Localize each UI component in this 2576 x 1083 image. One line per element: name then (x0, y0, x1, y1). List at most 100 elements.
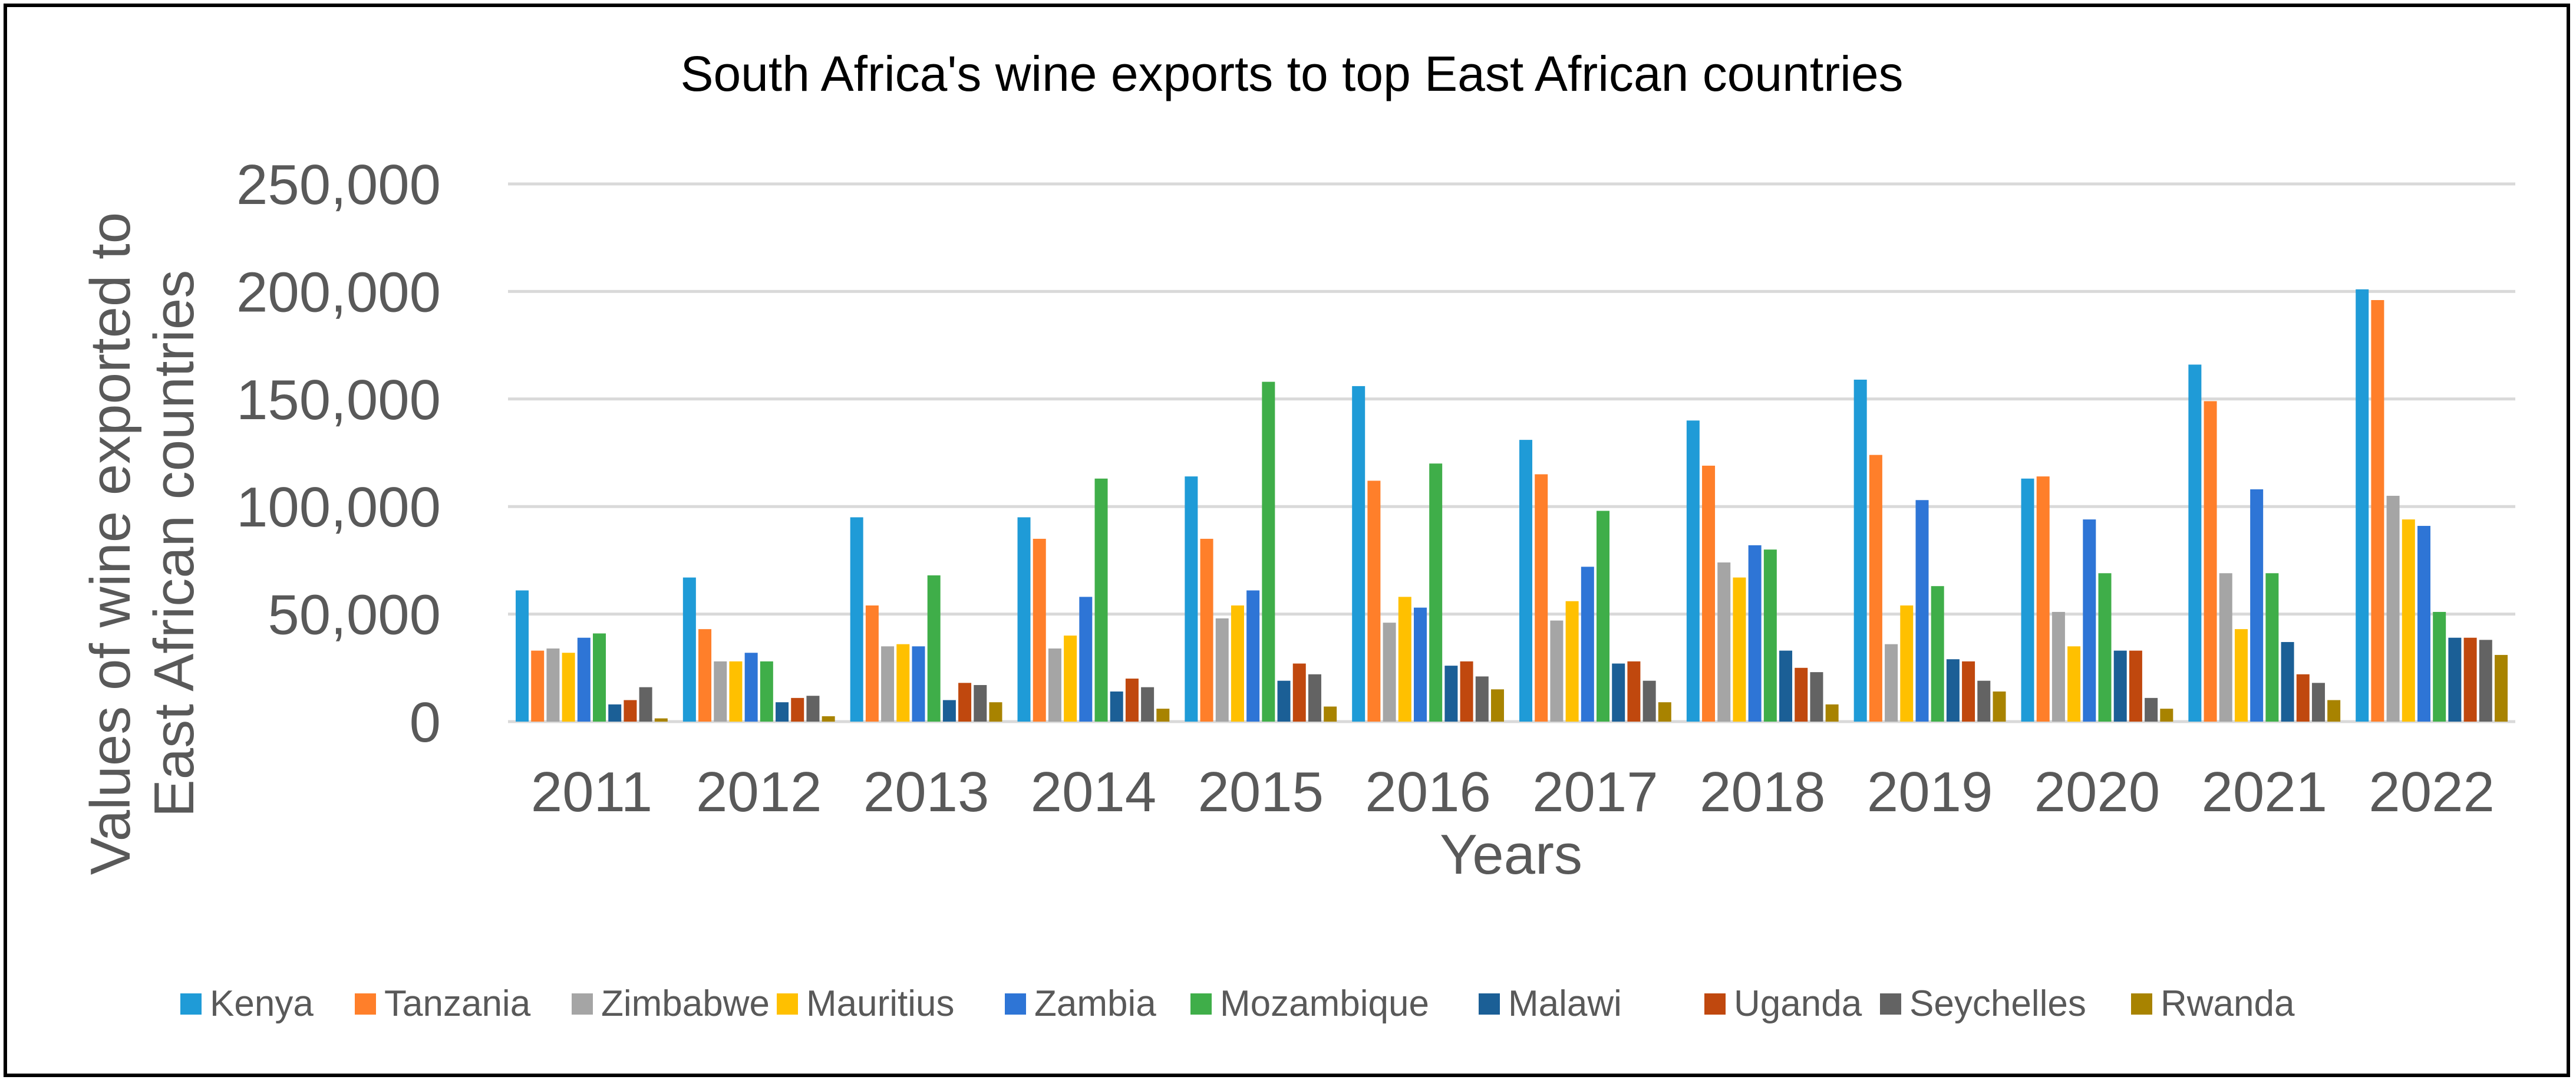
legend-swatch-kenya (180, 993, 202, 1015)
bar-mozambique-2018 (1763, 549, 1777, 722)
y-axis-ticks: 0 50,000 100,000 150,000 200,000 250,000 (236, 153, 441, 754)
bar-zimbabwe-2017 (1550, 620, 1564, 722)
bar-zimbabwe-2016 (1383, 623, 1396, 722)
x-tick-label: 2016 (1365, 761, 1491, 824)
bar-tanzania-2015 (1200, 538, 1213, 722)
x-tick-label: 2012 (696, 761, 822, 824)
legend-swatch-uganda (1704, 993, 1726, 1015)
bar-zimbabwe-2019 (1885, 644, 1898, 722)
bar-tanzania-2018 (1702, 465, 1716, 722)
bar-mozambique-2021 (2265, 573, 2279, 722)
legend-swatch-mozambique (1190, 993, 1212, 1015)
y-axis-title-line-1: Values of wine exported to (79, 212, 142, 875)
x-tick-label: 2020 (2034, 761, 2161, 824)
bar-kenya-2016 (1352, 386, 1365, 722)
bar-mozambique-2022 (2433, 611, 2446, 722)
bar-mozambique-2012 (760, 661, 773, 722)
y-tick-label: 50,000 (268, 584, 441, 647)
bar-tanzania-2013 (865, 605, 879, 722)
bar-tanzania-2017 (1535, 474, 1548, 722)
bar-tanzania-2012 (698, 629, 712, 722)
bar-seychelles-2019 (1977, 680, 1991, 722)
x-tick-label: 2019 (1867, 761, 1993, 824)
x-tick-label: 2017 (1532, 761, 1658, 824)
bar-uganda-2017 (1627, 661, 1641, 722)
legend-swatch-malawi (1479, 993, 1500, 1015)
bar-malawi-2016 (1444, 666, 1458, 722)
bar-mozambique-2019 (1931, 586, 1944, 722)
legend-swatch-zambia (1005, 993, 1026, 1015)
y-tick-label: 0 (410, 691, 441, 754)
bar-mozambique-2013 (927, 575, 941, 722)
legend-label-seychelles: Seychelles (1909, 983, 2086, 1024)
bar-malawi-2013 (942, 700, 956, 722)
legend-swatch-rwanda (2131, 993, 2152, 1015)
gridlines (508, 182, 2515, 723)
bar-zambia-2012 (744, 653, 758, 722)
bar-seychelles-2012 (806, 696, 820, 722)
x-tick-label: 2014 (1031, 761, 1157, 824)
bar-kenya-2021 (2188, 364, 2202, 722)
bar-zimbabwe-2013 (881, 646, 895, 722)
bar-zambia-2014 (1079, 597, 1093, 722)
bar-mauritius-2012 (729, 661, 743, 722)
x-tick-label: 2018 (1700, 761, 1826, 824)
bar-mozambique-2017 (1597, 511, 1610, 722)
legend-swatch-seychelles (1880, 993, 1901, 1015)
bar-uganda-2012 (791, 697, 804, 722)
bar-seychelles-2013 (974, 684, 987, 722)
bar-rwanda-2013 (989, 702, 1002, 722)
bar-zambia-2020 (2083, 519, 2096, 722)
bar-zambia-2018 (1748, 545, 1762, 722)
bar-zimbabwe-2020 (2051, 611, 2065, 722)
bar-zambia-2019 (1915, 500, 1929, 722)
bar-malawi-2015 (1277, 680, 1291, 722)
y-tick-label: 200,000 (236, 261, 441, 324)
bar-malawi-2022 (2448, 637, 2462, 722)
bar-mozambique-2016 (1429, 463, 1443, 722)
bar-zambia-2011 (577, 637, 591, 722)
x-axis-title: Years (1440, 823, 1582, 886)
bar-seychelles-2020 (2145, 697, 2158, 722)
bar-rwanda-2020 (2160, 709, 2173, 722)
bar-mauritius-2013 (896, 644, 910, 722)
bar-mauritius-2021 (2234, 629, 2248, 722)
bar-uganda-2019 (1962, 661, 1975, 722)
bar-uganda-2014 (1125, 679, 1139, 722)
x-tick-label: 2022 (2369, 761, 2495, 824)
bar-uganda-2018 (1795, 667, 1808, 722)
bar-tanzania-2022 (2371, 299, 2384, 722)
bar-seychelles-2021 (2311, 683, 2325, 722)
bar-tanzania-2021 (2204, 401, 2217, 722)
bar-malawi-2018 (1779, 650, 1793, 722)
bar-mauritius-2020 (2067, 646, 2081, 722)
bar-zimbabwe-2022 (2386, 495, 2400, 722)
bar-rwanda-2022 (2494, 654, 2508, 722)
bar-seychelles-2017 (1642, 680, 1656, 722)
bar-zambia-2022 (2417, 526, 2430, 722)
legend-label-uganda: Uganda (1734, 983, 1862, 1024)
bar-malawi-2014 (1110, 691, 1123, 722)
bar-uganda-2021 (2296, 674, 2310, 722)
legend-label-kenya: Kenya (210, 983, 314, 1024)
bar-tanzania-2014 (1033, 538, 1046, 722)
bar-seychelles-2016 (1475, 676, 1489, 722)
bar-zimbabwe-2021 (2219, 573, 2232, 722)
bar-kenya-2017 (1519, 440, 1533, 722)
bar-zambia-2017 (1581, 567, 1594, 722)
bar-rwanda-2017 (1658, 702, 1671, 722)
bar-kenya-2019 (1853, 379, 1867, 722)
y-axis-title-line-2: East African countries (143, 270, 206, 817)
bar-malawi-2021 (2281, 642, 2294, 722)
bar-tanzania-2020 (2036, 476, 2050, 722)
legend-swatch-tanzania (355, 993, 376, 1015)
bar-rwanda-2019 (1993, 691, 2006, 722)
bar-mozambique-2014 (1094, 478, 1108, 722)
bar-kenya-2013 (850, 517, 863, 722)
bar-mauritius-2022 (2402, 519, 2415, 722)
chart-frame: South Africa's wine exports to top East … (4, 4, 2570, 1077)
bar-uganda-2013 (958, 683, 972, 722)
bar-uganda-2015 (1292, 663, 1306, 722)
bar-rwanda-2014 (1156, 709, 1170, 722)
bar-kenya-2022 (2356, 289, 2369, 722)
